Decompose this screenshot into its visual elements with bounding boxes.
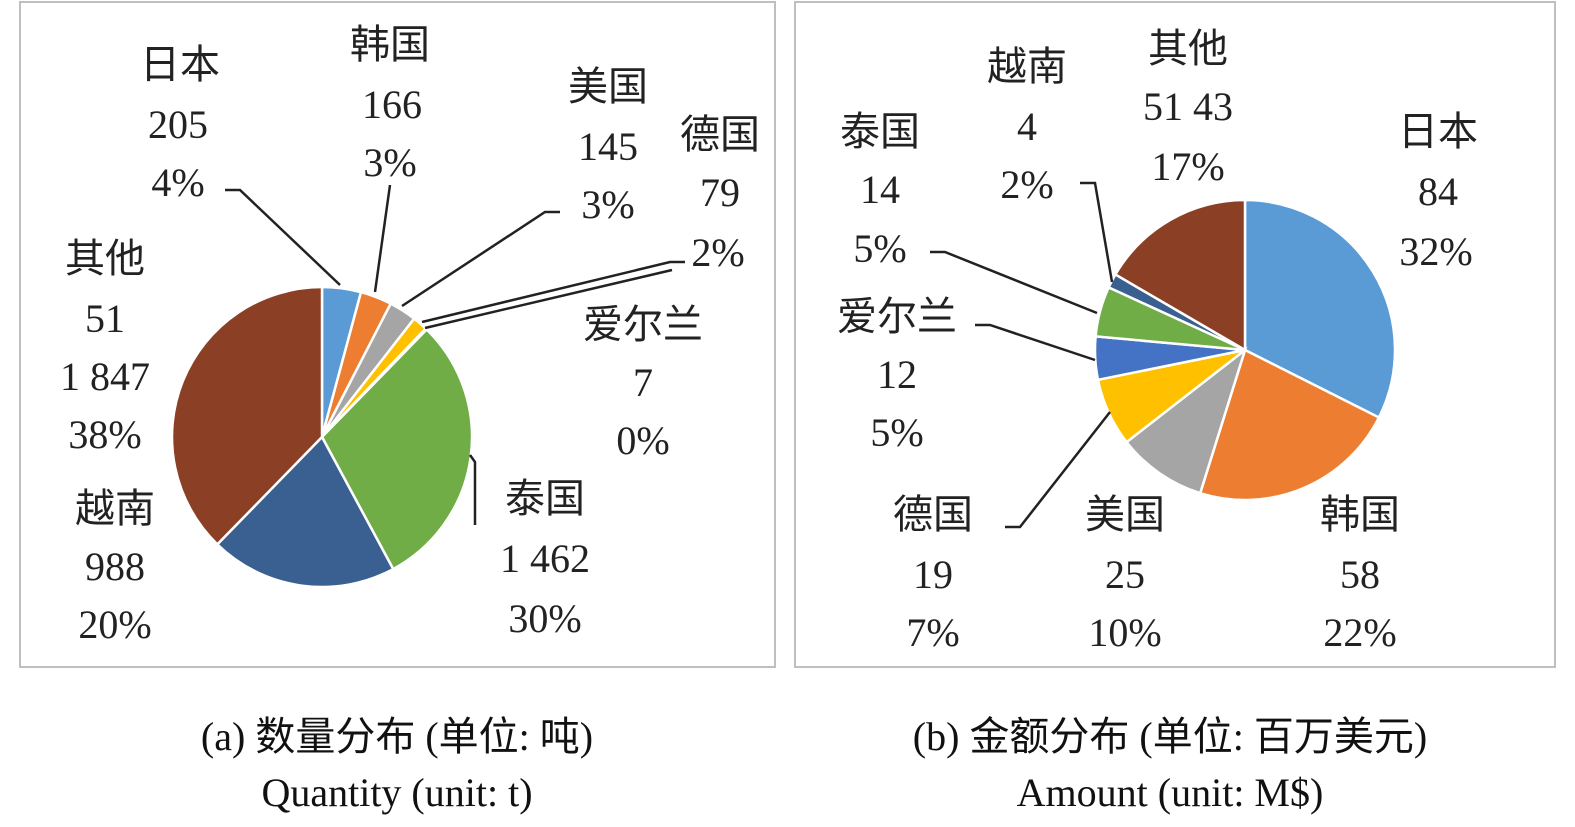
slice-percent: 5% [853, 226, 906, 271]
leader-line [373, 184, 392, 293]
slice-percent: 17% [1151, 144, 1224, 189]
slice-name: 其他 [1148, 26, 1228, 71]
leader-line [1005, 411, 1111, 529]
slice-value: 145 [578, 124, 638, 169]
label-b-japan: 日本 84 32% [1398, 109, 1478, 274]
label-b-usa: 美国 25 10% [1085, 492, 1165, 655]
leader-line [401, 210, 560, 308]
leader-line [421, 260, 685, 324]
pie-chart-amount [1093, 198, 1397, 502]
slice-name: 泰国 [840, 109, 920, 154]
slice-name: 爱尔兰 [583, 302, 703, 347]
slice-value: 79 [700, 170, 740, 215]
label-a-germany: 德国 79 2% [680, 112, 760, 275]
label-a-korea: 韩国 166 3% [350, 22, 430, 185]
slice-name: 其他 [65, 236, 145, 281]
slice-value: 1 462 [500, 536, 590, 581]
slice-value: 988 [85, 544, 145, 589]
slice-value: 19 [913, 552, 953, 597]
label-b-others: 其他 51 43 17% [1143, 26, 1233, 189]
slice-value: 166 [362, 82, 422, 127]
label-b-thailand: 泰国 14 5% [840, 109, 920, 271]
slice-name: 日本 [140, 42, 220, 87]
slice-name: 德国 [893, 492, 973, 537]
slice-percent: 3% [363, 140, 416, 185]
pie-slice-korea [1198, 348, 1381, 502]
panel-b-labels: 日本 84 32% 韩国 58 22% 美国 25 10% 德国 19 7% 爱… [837, 26, 1478, 655]
slice-percent: 22% [1323, 610, 1396, 655]
caption-a-english: Quantity (unit: t) [261, 770, 532, 815]
slice-value: 14 [860, 167, 900, 212]
slice-percent: 4% [151, 160, 204, 205]
slice-value: 51 43 [1143, 84, 1233, 129]
slice-name: 德国 [680, 112, 760, 157]
leader-line [930, 250, 1098, 315]
slice-percent: 7% [906, 610, 959, 655]
panel-a-frame [19, 1, 776, 668]
slice-percent: 20% [78, 602, 151, 647]
slice-percent: 2% [691, 230, 744, 275]
leader-line [468, 454, 477, 525]
label-b-ireland: 爱尔兰 12 5% [837, 294, 957, 455]
slice-value: 7 [633, 360, 653, 405]
label-a-japan: 日本 205 4% [140, 42, 220, 205]
pie-slice-others [1113, 198, 1247, 353]
leader-line [975, 323, 1096, 362]
leader-line [424, 268, 673, 330]
caption-b-chinese: (b) 金额分布 (单位: 百万美元) [913, 714, 1427, 759]
caption-a-chinese: (a) 数量分布 (单位: 吨) [201, 714, 593, 759]
label-a-vietnam: 越南 988 20% [75, 486, 155, 647]
slice-name: 泰国 [505, 476, 585, 521]
slice-percent: 30% [508, 596, 581, 641]
slice-value: 12 [877, 352, 917, 397]
slice-percent: 5% [870, 410, 923, 455]
pie-slice-usa [1124, 346, 1248, 495]
slice-name: 爱尔兰 [837, 294, 957, 339]
leader-line [1080, 181, 1114, 283]
label-a-ireland: 爱尔兰 7 0% [583, 302, 703, 463]
panel-b-leader-lines [930, 181, 1114, 529]
slice-name: 美国 [1085, 492, 1165, 537]
label-a-usa: 美国 145 3% [568, 64, 648, 227]
slice-percent: 0% [616, 418, 669, 463]
slice-name: 韩国 [1320, 492, 1400, 537]
caption-b-english: Amount (unit: M$) [1017, 770, 1324, 815]
panel-a-leader-lines [225, 184, 685, 525]
slice-value: 58 [1340, 552, 1380, 597]
panel-a-labels: 日本 205 4% 韩国 166 3% 美国 145 3% 德国 79 2% 爱… [60, 22, 760, 647]
slice-name: 越南 [987, 44, 1067, 89]
slice-percent: 3% [581, 182, 634, 227]
label-a-thailand: 泰国 1 462 30% [500, 476, 590, 641]
slice-value: 1 847 [60, 354, 150, 399]
pie-slice-japan [1243, 198, 1397, 420]
slice-value: 25 [1105, 552, 1145, 597]
slice-value: 4 [1017, 104, 1037, 149]
label-b-germany: 德国 19 7% [893, 492, 973, 655]
pie-slice-others [170, 285, 324, 547]
slice-percent: 38% [68, 412, 141, 457]
slice-name: 韩国 [350, 22, 430, 67]
panel-b-frame [794, 1, 1556, 668]
label-b-korea: 韩国 58 22% [1320, 492, 1400, 655]
slice-value-prefix: 51 [85, 296, 125, 341]
pie-chart-quantity [170, 285, 474, 589]
slice-name: 日本 [1398, 109, 1478, 154]
slice-percent: 2% [1000, 162, 1053, 207]
slice-percent: 10% [1088, 610, 1161, 655]
slice-value: 205 [148, 102, 208, 147]
slice-name: 美国 [568, 64, 648, 109]
leader-line [225, 188, 341, 286]
slice-percent: 32% [1399, 229, 1472, 274]
slice-name: 越南 [75, 486, 155, 531]
pie-slice-vietnam [215, 434, 395, 589]
slice-value: 84 [1418, 169, 1458, 214]
label-b-vietnam: 越南 4 2% [987, 44, 1067, 207]
label-a-others: 其他 51 1 847 38% [60, 236, 150, 457]
